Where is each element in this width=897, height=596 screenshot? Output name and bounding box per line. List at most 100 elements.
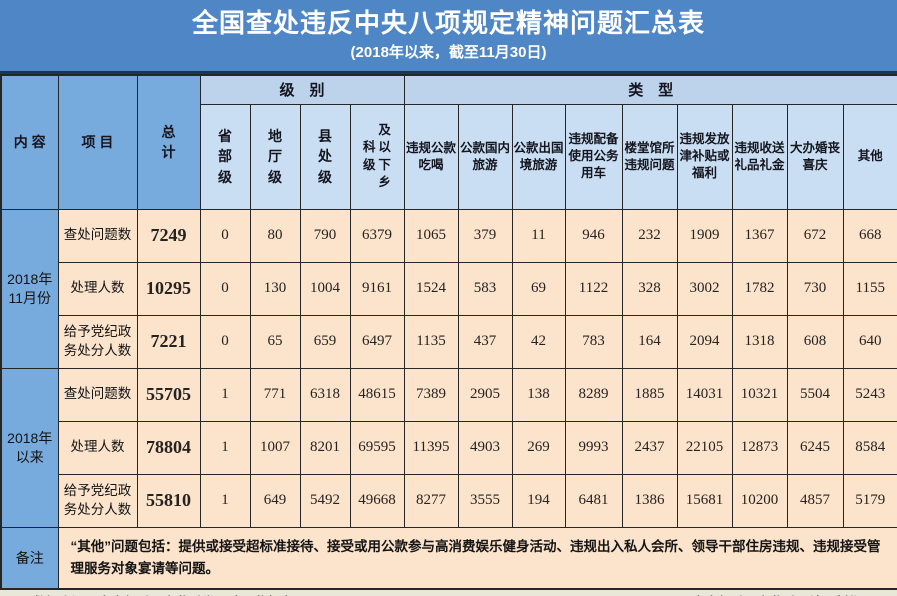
col-header-content: 内 容 xyxy=(0,74,59,210)
value-cell: 0 xyxy=(199,208,251,263)
level-header-township-right: 及以下乡 xyxy=(378,122,391,190)
total-cell: 55810 xyxy=(136,473,201,528)
value-cell: 1004 xyxy=(299,261,351,316)
value-cell: 69 xyxy=(511,261,566,316)
value-cell: 1065 xyxy=(403,208,459,263)
value-cell: 269 xyxy=(511,420,566,475)
value-cell: 1155 xyxy=(842,261,897,316)
type-header-banquets: 违规公款 吃喝 xyxy=(403,103,459,210)
value-cell: 1007 xyxy=(249,420,301,475)
value-cell: 8289 xyxy=(564,367,623,422)
value-cell: 1 xyxy=(199,420,251,475)
row-label: 处理人数 xyxy=(57,420,138,475)
value-cell: 1885 xyxy=(621,367,678,422)
value-cell: 7389 xyxy=(403,367,459,422)
row-group-label: 2018年 11月份 xyxy=(0,208,59,369)
value-cell: 2905 xyxy=(457,367,513,422)
value-cell: 1 xyxy=(199,473,251,528)
type-header-weddings-funerals: 大办婚丧 喜庆 xyxy=(786,103,844,210)
value-cell: 5492 xyxy=(299,473,351,528)
row-label: 给予党纪政 务处分人数 xyxy=(57,314,138,369)
table-row: 处理人数 10295 0 130 1004 9161 1524 583 69 1122 328 300… xyxy=(1,261,897,316)
value-cell: 790 xyxy=(299,208,351,263)
type-header-domestic-travel: 公款国内 旅游 xyxy=(457,103,513,210)
value-cell: 8277 xyxy=(403,473,459,528)
value-cell: 6379 xyxy=(349,208,405,263)
type-header-allowances: 违规发放 津补贴或 福利 xyxy=(676,103,733,210)
value-cell: 22105 xyxy=(676,420,733,475)
level-header-province: 省部级 xyxy=(199,103,251,210)
type-header-gifts: 违规收送 礼品礼金 xyxy=(731,103,788,210)
value-cell: 5179 xyxy=(842,473,897,528)
value-cell: 1135 xyxy=(403,314,459,369)
value-cell: 9993 xyxy=(564,420,623,475)
value-cell: 10200 xyxy=(731,473,788,528)
value-cell: 69595 xyxy=(349,420,405,475)
value-cell: 2437 xyxy=(621,420,678,475)
value-cell: 49668 xyxy=(349,473,405,528)
value-cell: 194 xyxy=(511,473,566,528)
value-cell: 437 xyxy=(457,314,513,369)
value-cell: 11 xyxy=(511,208,566,263)
level-header-county: 县处级 xyxy=(299,103,351,210)
value-cell: 2094 xyxy=(676,314,733,369)
value-cell: 3002 xyxy=(676,261,733,316)
value-cell: 10321 xyxy=(731,367,788,422)
header-row-subcolumns: 省部级 地厅级 县处级 科级 及以下乡 违规公款 吃喝 公款国内 旅游 公款出国… xyxy=(1,103,897,210)
value-cell: 12873 xyxy=(731,420,788,475)
row-label: 给予党纪政 务处分人数 xyxy=(57,473,138,528)
value-cell: 232 xyxy=(621,208,678,263)
type-header-other: 其他 xyxy=(842,103,897,210)
value-cell: 164 xyxy=(621,314,678,369)
col-header-project: 项 目 xyxy=(57,74,138,210)
value-cell: 1318 xyxy=(731,314,788,369)
value-cell: 659 xyxy=(299,314,351,369)
value-cell: 1524 xyxy=(403,261,459,316)
total-cell: 10295 xyxy=(136,261,201,316)
producer-note: 中央纪委国家监委网站 制作 xyxy=(692,592,861,596)
value-cell: 6481 xyxy=(564,473,623,528)
type-header-overseas-travel: 公款出国 境旅游 xyxy=(511,103,566,210)
footer-band: 数据来源：中央纪委国家监委党风政风监督室 中央纪委国家监委网站 制作 xyxy=(0,590,897,596)
value-cell: 672 xyxy=(786,208,844,263)
remark-text: “其他”问题包括：提供或接受超标准接待、接受或用公款参与高消费娱乐健身活动、违规… xyxy=(57,526,897,590)
value-cell: 42 xyxy=(511,314,566,369)
value-cell: 1 xyxy=(199,367,251,422)
value-cell: 138 xyxy=(511,367,566,422)
level-header-township-left: 科级 xyxy=(363,140,376,172)
value-cell: 130 xyxy=(249,261,301,316)
level-header-province-label: 省部级 xyxy=(218,128,232,185)
table-row: 处理人数 78804 1 1007 8201 69595 11395 4903 269 9993 2… xyxy=(1,420,897,475)
value-cell: 5504 xyxy=(786,367,844,422)
value-cell: 9161 xyxy=(349,261,405,316)
remark-body: 备注 “其他”问题包括：提供或接受超标准接待、接受或用公款参与高消费娱乐健身活动… xyxy=(0,526,897,590)
level-header-county-label: 县处级 xyxy=(318,128,332,185)
col-group-type: 类 型 xyxy=(403,74,897,105)
summary-table: 内 容 项 目 总计 级 别 类 型 省部级 地厅级 县处级 科级 及以下乡 违… xyxy=(0,74,897,590)
col-group-level: 级 别 xyxy=(199,74,405,105)
type-header-buildings: 楼堂馆所 违规问题 xyxy=(621,103,678,210)
value-cell: 1909 xyxy=(676,208,733,263)
value-cell: 1122 xyxy=(564,261,623,316)
total-cell: 55705 xyxy=(136,367,201,422)
value-cell: 65 xyxy=(249,314,301,369)
type-header-official-vehicles: 违规配备 使用公务 用车 xyxy=(564,103,623,210)
value-cell: 783 xyxy=(564,314,623,369)
value-cell: 6497 xyxy=(349,314,405,369)
value-cell: 608 xyxy=(786,314,844,369)
value-cell: 4857 xyxy=(786,473,844,528)
value-cell: 14031 xyxy=(676,367,733,422)
table-row: 2018年 以来 查处问题数 55705 1 771 6318 48615 7389 2905 1… xyxy=(0,367,897,528)
value-cell: 11395 xyxy=(403,420,459,475)
level-header-prefecture-label: 地厅级 xyxy=(268,128,282,185)
table-row: 2018年 11月份 查处问题数 7249 0 80 790 6379 1065 379 11 94… xyxy=(0,208,897,369)
data-source-note: 数据来源：中央纪委国家监委党风政风监督室 xyxy=(33,592,293,596)
value-cell: 3555 xyxy=(457,473,513,528)
total-cell: 78804 xyxy=(136,420,201,475)
level-header-township-wrap: 科级 及以下乡 xyxy=(352,122,403,192)
value-cell: 6245 xyxy=(786,420,844,475)
total-cell: 7249 xyxy=(136,208,201,263)
value-cell: 80 xyxy=(249,208,301,263)
value-cell: 4903 xyxy=(457,420,513,475)
level-header-township-and-below: 科级 及以下乡 xyxy=(349,103,405,210)
